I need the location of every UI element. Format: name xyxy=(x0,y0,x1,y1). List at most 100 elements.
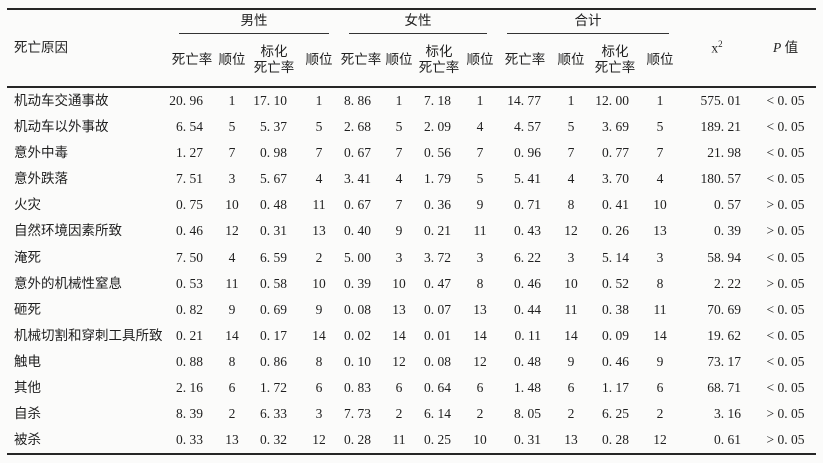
p-value-cell: < 0. 05 xyxy=(766,92,805,108)
paper-table-page: 死亡原因 男性 女性 合计 x2 P 值 死亡率 顺位 标化 死亡率 顺位 死亡… xyxy=(0,8,823,463)
female-rank-cell: 3 xyxy=(395,249,403,265)
total-rate-cell: 14. 77 xyxy=(507,92,541,108)
p-value-symbol: P xyxy=(772,39,782,55)
female-std-rate-cell: 0. 01 xyxy=(424,327,451,343)
chi-square-cell: 0. 39 xyxy=(714,223,741,239)
male-rank-cell: 5 xyxy=(228,119,236,135)
p-value-cell: > 0. 05 xyxy=(766,432,805,448)
male-rate-cell: 0. 53 xyxy=(176,275,203,291)
female-std-rate-cell: 0. 36 xyxy=(424,197,451,213)
p-value-cell: > 0. 05 xyxy=(766,275,805,291)
group-header-female: 女性 xyxy=(339,9,497,34)
p-value-cell: < 0. 05 xyxy=(766,301,805,317)
total-std-rank-cell: 12 xyxy=(653,432,667,448)
female-rank-cell: 10 xyxy=(392,275,406,291)
total-rank-cell: 1 xyxy=(567,92,575,108)
male-rate-cell: 0. 75 xyxy=(176,197,203,213)
cause-cell: 意外中毒 xyxy=(14,145,68,161)
cause-cell: 火灾 xyxy=(14,197,41,213)
total-rank-cell: 5 xyxy=(567,119,575,135)
group-header-total-label: 合计 xyxy=(507,13,669,34)
total-rate-cell: 0. 44 xyxy=(514,301,541,317)
total-rate-cell: 1. 48 xyxy=(514,379,541,395)
total-std-rate-cell: 1. 17 xyxy=(602,379,629,395)
column-header-total-std-rate: 标化 死亡率 xyxy=(589,34,641,88)
table-row: 其他 2. 16 6 1. 72 6 0. 83 6 0. 64 6 1. 48 6 1. 17 6 68… xyxy=(7,375,816,401)
table-row: 意外的机械性窒息 0. 53 11 0. 58 10 0. 39 10 0. 47 8 0. 46… xyxy=(7,271,816,297)
total-rank-cell: 14 xyxy=(564,327,578,343)
male-std-rank-cell: 14 xyxy=(312,327,326,343)
total-rate-cell: 0. 96 xyxy=(514,145,541,161)
chi-square-symbol: x xyxy=(711,40,719,56)
column-header-male-std-rank: 顺位 xyxy=(299,34,339,88)
female-std-rate-cell: 0. 21 xyxy=(424,223,451,239)
chi-square-cell: 58. 94 xyxy=(707,249,741,265)
male-std-rate-cell: 1. 72 xyxy=(260,379,287,395)
male-std-rank-cell: 6 xyxy=(315,379,323,395)
male-rate-cell: 7. 51 xyxy=(176,171,203,187)
total-std-rate-cell: 0. 46 xyxy=(602,353,629,369)
mortality-rank-table: 死亡原因 男性 女性 合计 x2 P 值 死亡率 顺位 标化 死亡率 顺位 死亡… xyxy=(7,8,816,456)
group-header-row: 死亡原因 男性 女性 合计 x2 P 值 xyxy=(7,9,816,88)
female-rate-cell: 0. 40 xyxy=(344,223,371,239)
male-std-rate-cell: 0. 32 xyxy=(260,432,287,448)
chi-square-cell: 189. 21 xyxy=(700,119,742,135)
male-std-rate-cell: 17. 10 xyxy=(253,92,287,108)
female-std-rate-cell: 7. 18 xyxy=(424,92,451,108)
male-rank-cell: 14 xyxy=(225,327,239,343)
total-rate-cell: 0. 43 xyxy=(514,223,541,239)
female-rate-cell: 7. 73 xyxy=(344,406,371,422)
female-rank-cell: 5 xyxy=(395,119,403,135)
total-std-rate-cell: 0. 41 xyxy=(602,197,629,213)
female-std-rank-cell: 10 xyxy=(473,432,487,448)
column-header-p-value: P 值 xyxy=(755,9,816,88)
group-header-total: 合计 xyxy=(497,9,679,34)
male-rank-cell: 3 xyxy=(228,171,236,187)
male-rate-cell: 6. 54 xyxy=(176,119,203,135)
chi-square-cell: 2. 22 xyxy=(714,275,741,291)
female-std-rank-cell: 6 xyxy=(476,379,484,395)
cause-cell: 意外的机械性窒息 xyxy=(14,275,122,291)
column-header-female-std-rank: 顺位 xyxy=(463,34,497,88)
chi-square-cell: 0. 61 xyxy=(714,432,741,448)
total-rank-cell: 8 xyxy=(567,197,575,213)
male-std-rate-cell: 0. 31 xyxy=(260,223,287,239)
female-rank-cell: 12 xyxy=(392,353,406,369)
total-std-rank-cell: 9 xyxy=(656,353,664,369)
female-std-rate-cell: 3. 72 xyxy=(424,249,451,265)
chi-square-exponent: 2 xyxy=(718,39,723,50)
female-rate-cell: 0. 10 xyxy=(344,353,371,369)
male-rate-cell: 1. 27 xyxy=(176,145,203,161)
total-std-rank-cell: 3 xyxy=(656,249,664,265)
female-rank-cell: 14 xyxy=(392,327,406,343)
total-rate-cell: 0. 46 xyxy=(514,275,541,291)
total-std-rank-cell: 4 xyxy=(656,171,664,187)
total-std-rank-cell: 14 xyxy=(653,327,667,343)
total-std-rate-cell: 0. 52 xyxy=(602,275,629,291)
male-std-rate-cell: 0. 98 xyxy=(260,145,287,161)
total-rank-cell: 7 xyxy=(567,145,575,161)
male-rank-cell: 6 xyxy=(228,379,236,395)
female-rate-cell: 0. 83 xyxy=(344,379,371,395)
female-std-rank-cell: 11 xyxy=(473,223,487,239)
p-value-suffix: 值 xyxy=(781,39,799,55)
total-rank-cell: 2 xyxy=(567,406,575,422)
male-std-rank-cell: 4 xyxy=(315,171,323,187)
total-std-rate-cell: 0. 77 xyxy=(602,145,629,161)
total-std-rank-cell: 13 xyxy=(653,223,667,239)
column-header-total-rank: 顺位 xyxy=(553,34,589,88)
male-std-rate-cell: 5. 67 xyxy=(260,171,287,187)
total-std-rate-cell: 6. 25 xyxy=(602,406,629,422)
female-std-rank-cell: 9 xyxy=(476,197,484,213)
male-rate-cell: 20. 96 xyxy=(169,92,203,108)
male-rate-cell: 0. 21 xyxy=(176,327,203,343)
male-rate-cell: 0. 82 xyxy=(176,301,203,317)
column-header-male-rate: 死亡率 xyxy=(169,34,215,88)
male-rank-cell: 12 xyxy=(225,223,239,239)
column-header-female-rank: 顺位 xyxy=(383,34,415,88)
total-rank-cell: 3 xyxy=(567,249,575,265)
total-rate-cell: 4. 57 xyxy=(514,119,541,135)
total-std-rate-cell: 3. 70 xyxy=(602,171,629,187)
p-value-cell: > 0. 05 xyxy=(766,197,805,213)
female-rate-cell: 0. 67 xyxy=(344,145,371,161)
